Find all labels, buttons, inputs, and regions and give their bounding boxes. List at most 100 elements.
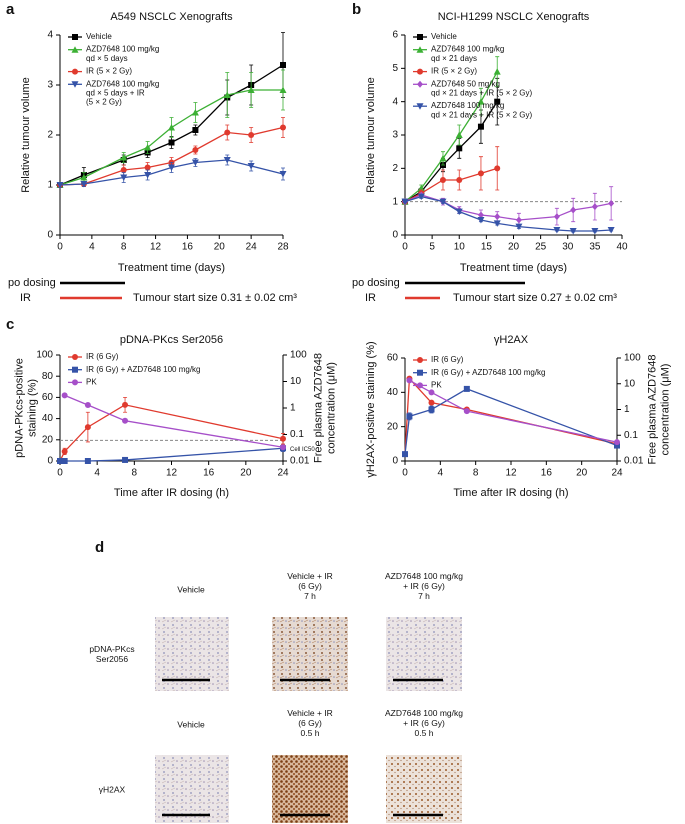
y-tick-label: 4 [392, 96, 398, 107]
x-axis-label: Time after IR dosing (h) [453, 487, 568, 499]
y-tick-label: 80 [42, 371, 54, 382]
legend-marker [416, 46, 424, 53]
legend-label: IR (5 × 2 Gy) [431, 67, 477, 76]
data-point [61, 458, 68, 464]
row-label: γH2AX [99, 784, 126, 794]
y2-tick-label: 0.1 [290, 429, 304, 440]
data-point [402, 451, 408, 458]
data-point [280, 444, 286, 451]
legend-marker [416, 103, 424, 110]
y2-tick-label: 10 [624, 378, 636, 389]
x-axis-label: Treatment time (days) [460, 262, 567, 274]
legend-label: IR (6 Gy) [86, 352, 119, 361]
legend-marker [417, 34, 423, 40]
x-tick-label: 0 [402, 242, 408, 253]
data-point [280, 124, 286, 131]
legend-label: IR (5 × 2 Gy) [86, 67, 132, 76]
data-point [428, 406, 435, 413]
data-point [191, 159, 199, 166]
data-point [122, 401, 129, 408]
data-point [494, 98, 501, 105]
legend-marker [417, 382, 423, 389]
legend-marker [417, 369, 423, 376]
y2-axis-label: Free plasma AZD7648concentration (μM) [313, 353, 338, 463]
data-point [477, 123, 484, 130]
data-point [477, 170, 484, 177]
y-tick-label: 20 [42, 434, 54, 445]
x-tick-label: 5 [429, 242, 435, 253]
y-tick-label: 0 [392, 230, 398, 241]
data-point [120, 167, 127, 173]
data-point [553, 213, 560, 221]
legend-marker [72, 68, 78, 75]
legend-label: Vehicle [431, 32, 457, 41]
y-tick-label: 0 [47, 456, 53, 467]
column-header: Vehicle [177, 584, 205, 594]
data-point [401, 198, 409, 206]
y-tick-label: 0 [47, 230, 53, 241]
y2-tick-label: 0.01 [624, 456, 644, 467]
data-point [80, 181, 88, 188]
micrograph [386, 617, 462, 691]
legend-label: AZD7648 100 mg/kg qd × 5 days + IR (5 × 2 … [86, 79, 159, 106]
ir-label: IR [365, 292, 376, 304]
data-point [569, 228, 577, 235]
y2-tick-label: 0.01 [290, 456, 310, 467]
column-header: Vehicle + IR (6 Gy) 0.5 h [287, 708, 333, 738]
x-tick-label: 10 [454, 242, 466, 253]
data-point [280, 435, 286, 442]
legend-label: AZD7648 50 mg/kg qd × 21 days + IR (5 × 2… [431, 79, 533, 97]
data-point [192, 147, 199, 153]
micrograph [386, 755, 462, 823]
y-tick-label: 0 [392, 456, 398, 467]
data-point [223, 91, 231, 98]
x-tick-label: 35 [589, 242, 601, 253]
data-point [439, 177, 446, 183]
data-point [591, 203, 598, 211]
x-tick-label: 28 [277, 242, 289, 253]
legend-marker [71, 81, 79, 88]
x-tick-label: 12 [150, 242, 162, 253]
data-point [122, 456, 129, 463]
y-axis-label: pDNA-PKcs-positivestaining (%) [14, 358, 39, 458]
y-tick-label: 3 [392, 130, 398, 141]
y-tick-label: 60 [387, 353, 399, 364]
data-point [463, 408, 470, 415]
data-point [144, 144, 152, 151]
column-header: AZD7648 100 mg/kg + IR (6 Gy) 7 h [385, 571, 463, 601]
legend-label: IR (6 Gy) + AZD7648 100 mg/kg [86, 365, 201, 374]
y2-tick-label: 1 [624, 404, 630, 415]
y-tick-label: 3 [47, 80, 53, 91]
y-tick-label: 60 [42, 392, 54, 403]
series-line [60, 447, 284, 462]
data-point [80, 174, 88, 181]
data-point [607, 227, 615, 234]
x-tick-label: 12 [505, 468, 517, 479]
micrograph [272, 755, 348, 823]
data-point [553, 227, 561, 234]
scale-bars [162, 678, 443, 817]
column-header: Vehicle [177, 719, 205, 729]
chart-title: pDNA-PKcs Ser2056 [120, 334, 223, 346]
data-point [614, 439, 620, 446]
micrograph [155, 755, 229, 823]
x-tick-label: 12 [166, 468, 178, 479]
data-point [279, 171, 287, 178]
x-tick-label: 24 [246, 242, 258, 253]
legend-label: IR (6 Gy) [431, 355, 464, 364]
x-tick-label: 20 [240, 468, 252, 479]
data-point [428, 399, 435, 406]
series-line [59, 404, 284, 462]
panel-label: a [6, 1, 15, 18]
data-point [439, 198, 447, 206]
x-tick-label: 20 [508, 242, 520, 253]
panel-label: c [6, 316, 14, 333]
x-tick-label: 8 [121, 242, 127, 253]
legend-marker [72, 34, 78, 40]
x-tick-label: 4 [94, 468, 100, 479]
data-point [570, 206, 577, 214]
data-point [477, 217, 485, 224]
data-point [494, 165, 501, 172]
panel-label: d [95, 539, 104, 556]
data-point [144, 172, 152, 179]
